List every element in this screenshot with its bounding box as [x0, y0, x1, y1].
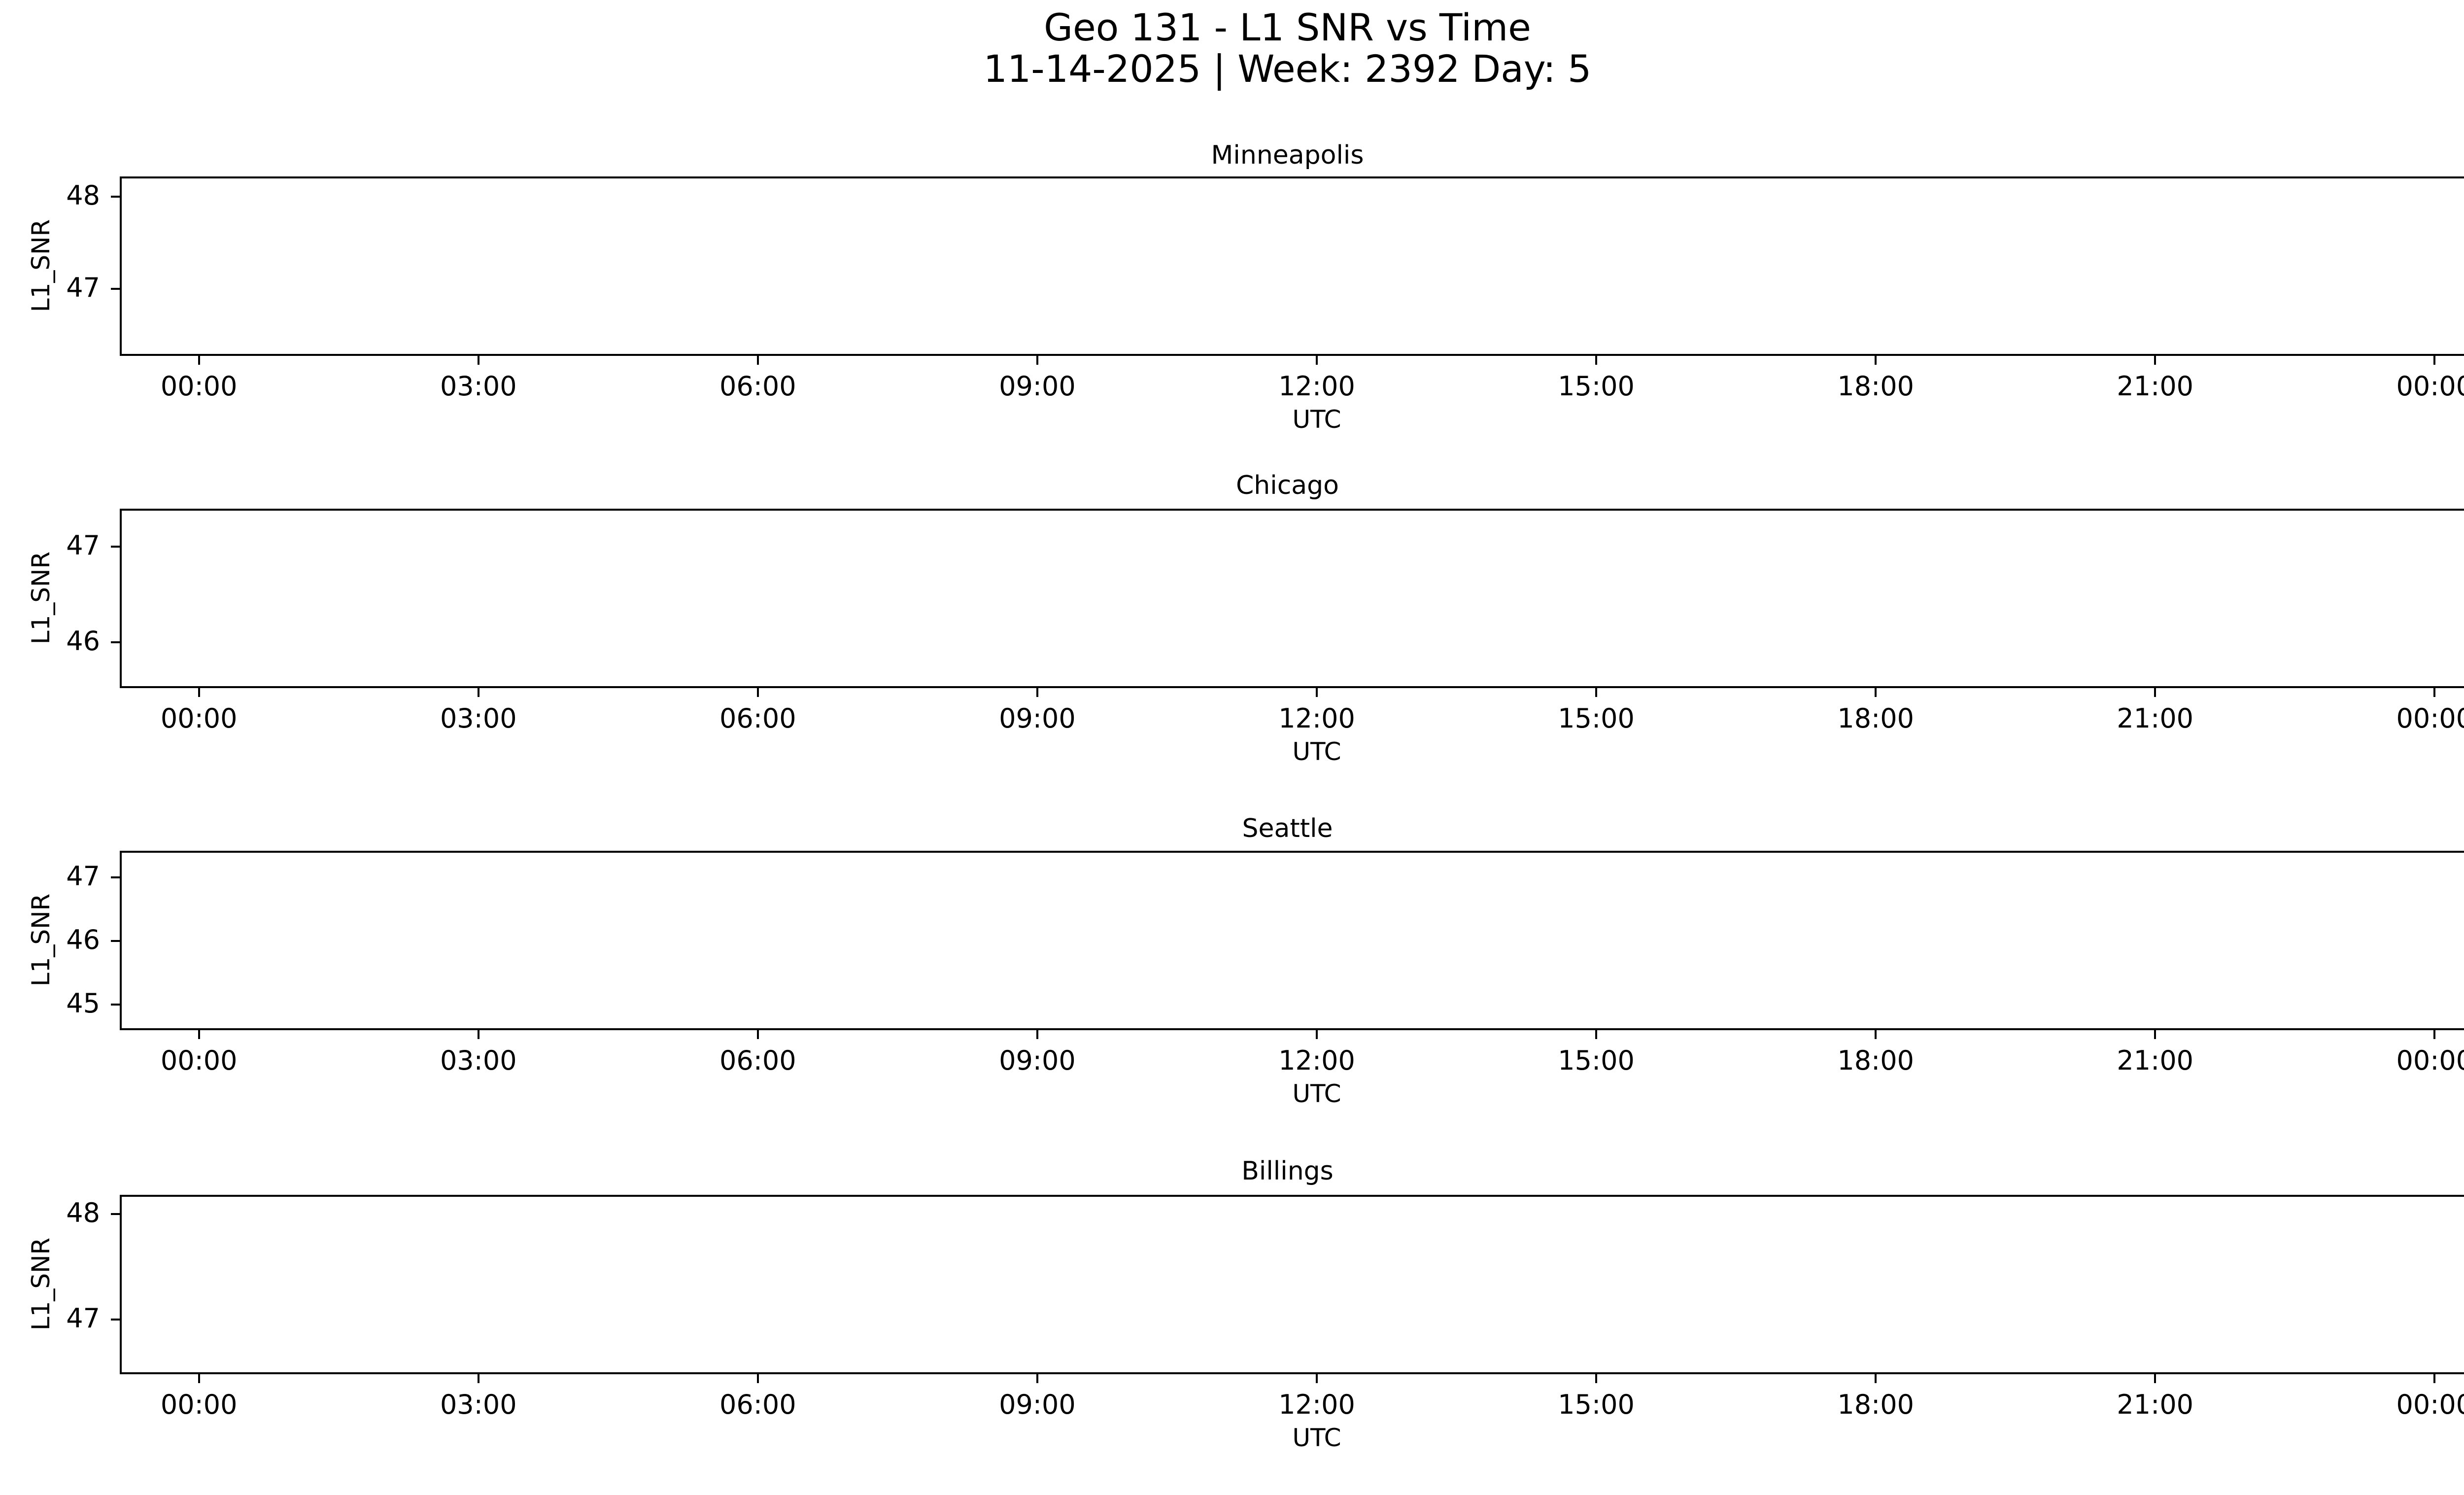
x-axis-label-minneapolis: UTC	[1292, 405, 1341, 434]
y-tick-label-minneapolis-0: 47	[66, 272, 100, 303]
x-tick-label-minneapolis-3: 09:00	[999, 371, 1076, 402]
x-tick-mark-minneapolis-4	[1316, 356, 1318, 365]
plot-area-minneapolis	[120, 176, 2464, 356]
x-tick-mark-minneapolis-8	[2433, 356, 2436, 365]
plot-area-chicago	[120, 509, 2464, 688]
y-tick-mark-minneapolis-0	[111, 287, 120, 290]
x-tick-label-minneapolis-6: 18:00	[1837, 371, 1914, 402]
panel-title-minneapolis: Minneapolis	[1211, 140, 1364, 170]
x-tick-label-minneapolis-5: 15:00	[1558, 371, 1635, 402]
x-tick-label-minneapolis-0: 00:00	[160, 371, 238, 402]
x-tick-mark-minneapolis-3	[1036, 356, 1038, 365]
x-tick-mark-minneapolis-7	[2154, 356, 2156, 365]
x-tick-label-minneapolis-4: 12:00	[1278, 371, 1355, 402]
x-tick-mark-minneapolis-0	[198, 356, 200, 365]
y-tick-mark-minneapolis-1	[111, 196, 120, 198]
x-tick-label-minneapolis-1: 03:00	[440, 371, 517, 402]
x-tick-label-minneapolis-2: 06:00	[719, 371, 796, 402]
x-tick-label-minneapolis-8: 00:00	[2396, 371, 2464, 402]
y-tick-label-minneapolis-1: 48	[66, 180, 100, 211]
x-tick-mark-minneapolis-6	[1875, 356, 1877, 365]
panel-title-chicago: Chicago	[1236, 471, 1339, 500]
x-tick-mark-minneapolis-1	[477, 356, 479, 365]
x-tick-mark-minneapolis-2	[756, 356, 759, 365]
x-tick-mark-minneapolis-5	[1595, 356, 1598, 365]
x-tick-label-minneapolis-7: 21:00	[2117, 371, 2194, 402]
figure-title: Geo 131 - L1 SNR vs Time 11-14-2025 | We…	[983, 5, 1592, 91]
